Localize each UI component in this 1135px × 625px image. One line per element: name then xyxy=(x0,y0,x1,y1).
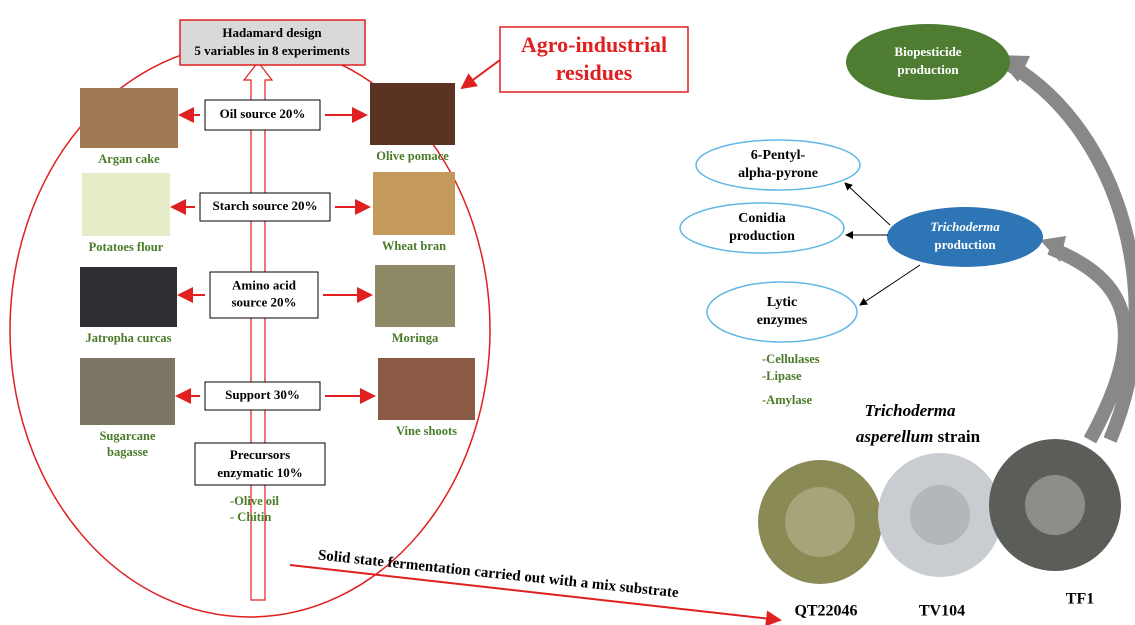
strain-species: asperellum xyxy=(856,427,933,446)
photo xyxy=(80,267,177,327)
photo xyxy=(375,265,455,327)
photo xyxy=(373,172,455,235)
colony xyxy=(1025,475,1085,535)
precursors-label: Precursors xyxy=(230,447,290,462)
left-label: Sugarcane xyxy=(99,429,155,443)
trichoderma-label: Trichoderma xyxy=(930,219,1000,234)
source-label: Starch source 20% xyxy=(213,198,318,213)
product-label: alpha-pyrone xyxy=(738,166,818,181)
right-label: Moringa xyxy=(392,331,439,345)
source-box xyxy=(199,192,331,222)
precursor-item: -Olive oil xyxy=(230,494,279,508)
residues-box xyxy=(499,26,689,93)
strain-genus: Trichoderma xyxy=(865,401,956,420)
residues-label: residues xyxy=(556,60,633,85)
enzyme: -Cellulases xyxy=(762,352,820,366)
colony xyxy=(910,485,970,545)
photo xyxy=(80,88,178,148)
photo xyxy=(82,173,170,236)
product-label: enzymes xyxy=(757,313,808,328)
photo xyxy=(370,83,455,145)
left-label: Potatoes flour xyxy=(89,240,164,254)
photo xyxy=(378,358,475,420)
left-label: Argan cake xyxy=(98,152,160,166)
precursor-item: - Chitin xyxy=(230,510,271,524)
strain-name: TF1 xyxy=(1066,591,1094,608)
curved-arrow xyxy=(1006,58,1135,443)
enzyme: -Amylase xyxy=(762,393,812,407)
colony xyxy=(785,487,855,557)
source-label: Support 30% xyxy=(225,387,300,402)
curved-arrow xyxy=(1047,241,1132,444)
design-subtitle: 5 variables in 8 experiments xyxy=(194,43,349,58)
source-box xyxy=(204,99,321,131)
precursors-label: enzymatic 10% xyxy=(217,465,303,480)
design-box xyxy=(179,19,366,66)
source-label: Oil source 20% xyxy=(220,106,306,121)
arrow xyxy=(844,182,891,226)
enzyme: -Lipase xyxy=(762,369,802,383)
product-node xyxy=(706,281,858,343)
product-node xyxy=(695,139,861,191)
arrow xyxy=(289,564,782,625)
trichoderma-node xyxy=(887,207,1043,267)
design-title: Hadamard design xyxy=(222,25,322,40)
arrow xyxy=(460,59,501,90)
photo xyxy=(80,358,175,425)
strain-name: TV104 xyxy=(919,603,965,620)
biopesticide-label: production xyxy=(897,62,959,77)
product-label: production xyxy=(729,229,795,244)
right-label: Olive pomace xyxy=(376,149,449,163)
product-node xyxy=(679,202,845,254)
arrow xyxy=(859,264,921,306)
strain-word: strain xyxy=(938,427,981,446)
left-label: bagasse xyxy=(107,445,148,459)
precursors-box xyxy=(194,442,326,486)
product-label: Conidia xyxy=(738,211,785,226)
biopesticide-node xyxy=(846,24,1010,100)
right-label: Vine shoots xyxy=(396,424,457,438)
product-label: Lytic xyxy=(767,295,797,310)
strain-name: QT22046 xyxy=(794,603,857,620)
source-box xyxy=(209,271,319,319)
strain-title: asperellum strain xyxy=(856,427,981,446)
residues-label: Agro-industrial xyxy=(521,32,667,57)
source-box xyxy=(204,381,321,411)
trichoderma-label: production xyxy=(934,237,996,252)
right-label: Wheat bran xyxy=(382,239,446,253)
source-label: source 20% xyxy=(231,294,296,309)
source-label: Amino acid xyxy=(232,277,297,292)
biopesticide-label: Biopesticide xyxy=(894,44,961,59)
arrowhead xyxy=(1040,236,1066,262)
left-label: Jatropha curcas xyxy=(86,331,172,345)
product-label: 6-Pentyl- xyxy=(751,148,806,163)
